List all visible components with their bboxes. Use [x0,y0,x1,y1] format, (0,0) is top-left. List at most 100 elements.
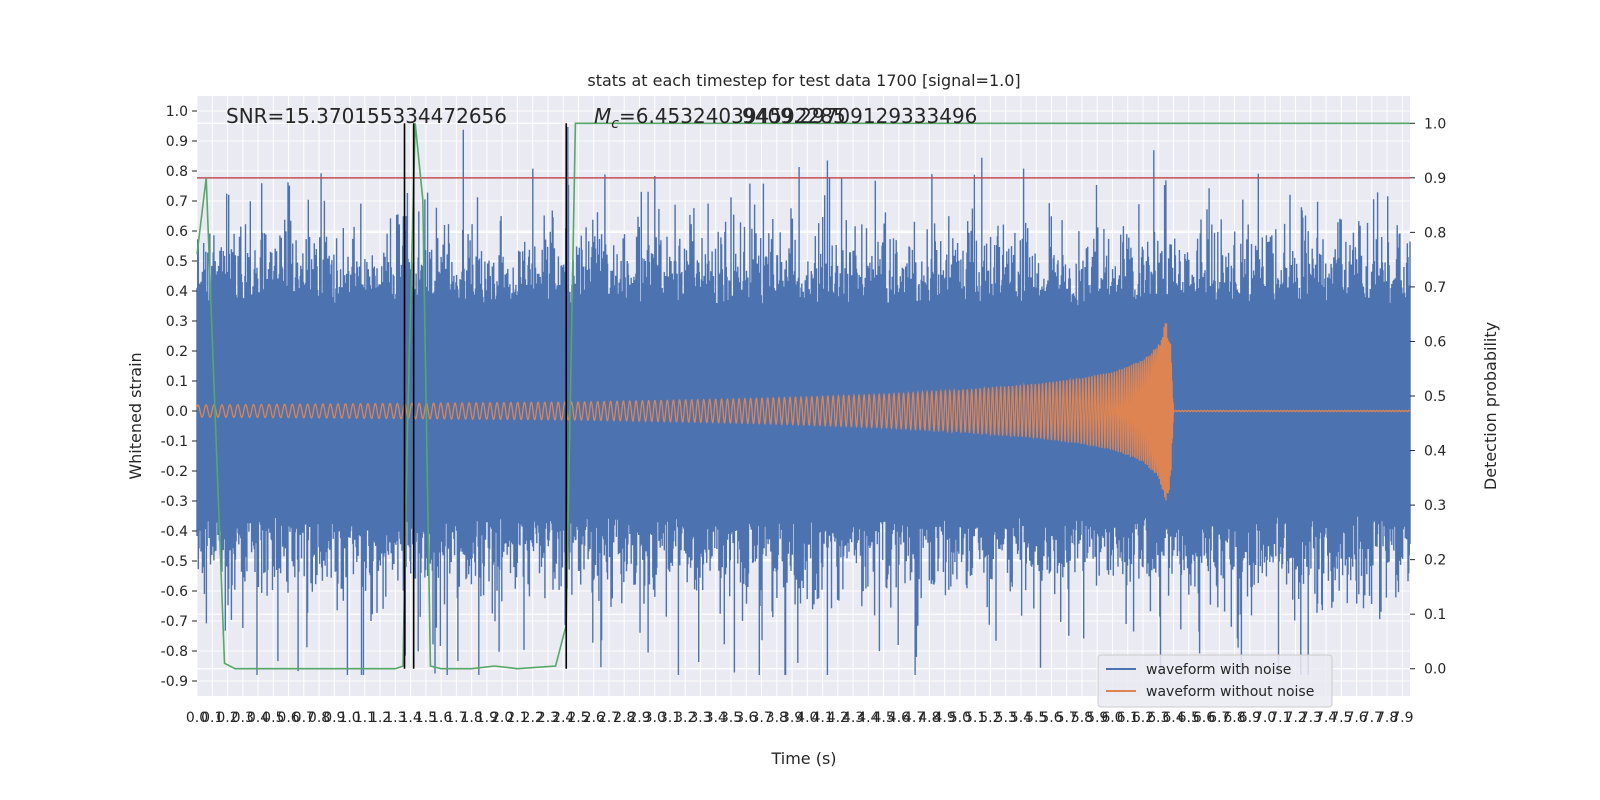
y-tick-label-left: -0.2 [161,464,188,480]
x-tick-label: 5.7 [1056,710,1078,726]
chirp-mass-subscript: c [611,116,619,132]
x-tick-label: 2.9 [628,710,650,726]
x-tick-label: 5.0 [949,710,971,726]
x-tick-label: 1.2 [369,710,391,726]
legend-box [1097,654,1333,708]
x-tick-label: 3.8 [766,710,788,726]
y-tick-label-right: 0.8 [1424,225,1446,241]
x-tick-label: 4.8 [918,710,940,726]
x-tick-label: 0.6 [277,710,299,726]
x-tick-label: 3.1 [659,710,681,726]
x-tick-label: 0.8 [308,710,330,726]
x-tick-label: 6.5 [1178,710,1200,726]
x-tick-label: 0.5 [262,710,284,726]
y-axis-left-title: Whitened strain [126,352,145,479]
y-tick-label-left: -0.3 [161,494,188,510]
x-tick-label: 7.3 [1300,710,1322,726]
series-waveform-without-noise [196,323,1411,501]
y-tick-label-left: 0.4 [166,284,188,300]
x-axis: 0.00.10.20.30.40.50.60.70.80.91.01.11.21… [186,710,1414,726]
x-tick-label: 7.1 [1269,710,1291,726]
x-tick-label: 7.0 [1254,710,1276,726]
y-tick-label-right: 0.4 [1424,444,1446,460]
x-tick-label: 5.2 [979,710,1001,726]
x-tick-label: 6.6 [1193,710,1215,726]
x-tick-label: 4.5 [872,710,894,726]
x-axis-title: Time (s) [770,749,836,768]
y-tick-label-left: -0.9 [161,674,188,690]
x-tick-label: 1.8 [461,710,483,726]
x-tick-label: 6.1 [1117,710,1139,726]
x-tick-label: 7.2 [1284,710,1306,726]
x-tick-label: 6.4 [1162,710,1184,726]
x-tick-label: 3.6 [735,710,757,726]
x-tick-label: 1.1 [354,710,376,726]
x-tick-label: 7.8 [1376,710,1398,726]
y-tick-label-right: 0.7 [1424,280,1446,296]
x-tick-label: 4.3 [842,710,864,726]
y-tick-label-right: 0.6 [1424,334,1446,350]
y-tick-label-right: 0.1 [1424,607,1446,623]
x-tick-label: 3.2 [674,710,696,726]
x-tick-label: 5.9 [1086,710,1108,726]
legend-label-clean: waveform without noise [1146,684,1314,700]
snr-annotation: SNR=15.370155334472656 [226,104,507,128]
chirp-mass-value: =6.453240394592285 [619,104,846,128]
y-axis-right: 1.0 0.9 0.8 0.7 0.6 0.5 0.4 0.3 0.2 0.1 0.0 [1410,116,1446,678]
x-tick-label: 2.0 [491,710,513,726]
x-tick-label: 2.4 [552,710,574,726]
x-tick-label: 4.7 [903,710,925,726]
y-tick-label-left: 0.0 [166,404,188,420]
x-tick-label: 5.3 [995,710,1017,726]
x-tick-label: 3.7 [750,710,772,726]
x-tick-label: 6.2 [1132,710,1154,726]
x-tick-label: 2.7 [598,710,620,726]
x-tick-label: 1.6 [430,710,452,726]
y-tick-label-left: -0.6 [161,584,188,600]
x-tick-label: 1.5 [415,710,437,726]
x-tick-label: 6.3 [1147,710,1169,726]
x-tick-label: 1.3 [384,710,406,726]
x-tick-label: 5.6 [1040,710,1062,726]
y-tick-label-left: -0.7 [161,614,188,630]
x-tick-label: 4.6 [888,710,910,726]
x-tick-label: 1.9 [476,710,498,726]
clean-trace [196,323,1411,501]
y-tick-label-right: 0.5 [1424,389,1446,405]
y-tick-label-left: 1.0 [166,104,188,120]
x-tick-label: 6.9 [1239,710,1261,726]
y-tick-label-left: -0.4 [161,524,188,540]
x-tick-label: 2.6 [583,710,605,726]
x-tick-label: 0.7 [293,710,315,726]
legend: waveform with noise waveform without noi… [1097,654,1333,708]
x-tick-label: 2.2 [522,710,544,726]
x-tick-label: 0.3 [232,710,254,726]
y-tick-label-left: -0.1 [161,434,188,450]
x-tick-label: 0.0 [186,710,208,726]
x-tick-label: 3.5 [720,710,742,726]
x-tick-label: 4.4 [857,710,879,726]
x-tick-label: 0.4 [247,710,269,726]
x-tick-label: 4.9 [934,710,956,726]
y-tick-label-right: 1.0 [1424,116,1446,132]
y-tick-label-left: 0.3 [166,314,188,330]
y-axis-right-title: Detection probability [1481,322,1500,490]
probability-trace [196,122,1410,670]
chirp-mass-annotation: Mc=6.453240394592285 [594,104,846,132]
y-tick-label-left: 0.2 [166,344,188,360]
y-tick-label-left: 0.1 [166,374,188,390]
overlap-annotation: 9409.29709129333496 [742,104,977,128]
x-tick-label: 7.9 [1391,710,1413,726]
x-tick-label: 0.9 [323,710,345,726]
y-tick-label-left: 0.9 [166,134,188,150]
y-tick-label-right: 0.2 [1424,553,1446,569]
y-axis-left: 1.0 0.9 0.8 0.7 0.6 0.5 0.4 0.3 0.2 0.1 0.0 -0.1 -0.… [161,104,197,690]
x-tick-label: 0.1 [201,710,223,726]
x-tick-label: 0.2 [216,710,238,726]
x-tick-label: 1.4 [399,710,421,726]
y-tick-label-left: 0.5 [166,254,188,270]
y-tick-label-right: 0.9 [1424,171,1446,187]
x-tick-label: 7.6 [1345,710,1367,726]
x-tick-label: 3.3 [689,710,711,726]
